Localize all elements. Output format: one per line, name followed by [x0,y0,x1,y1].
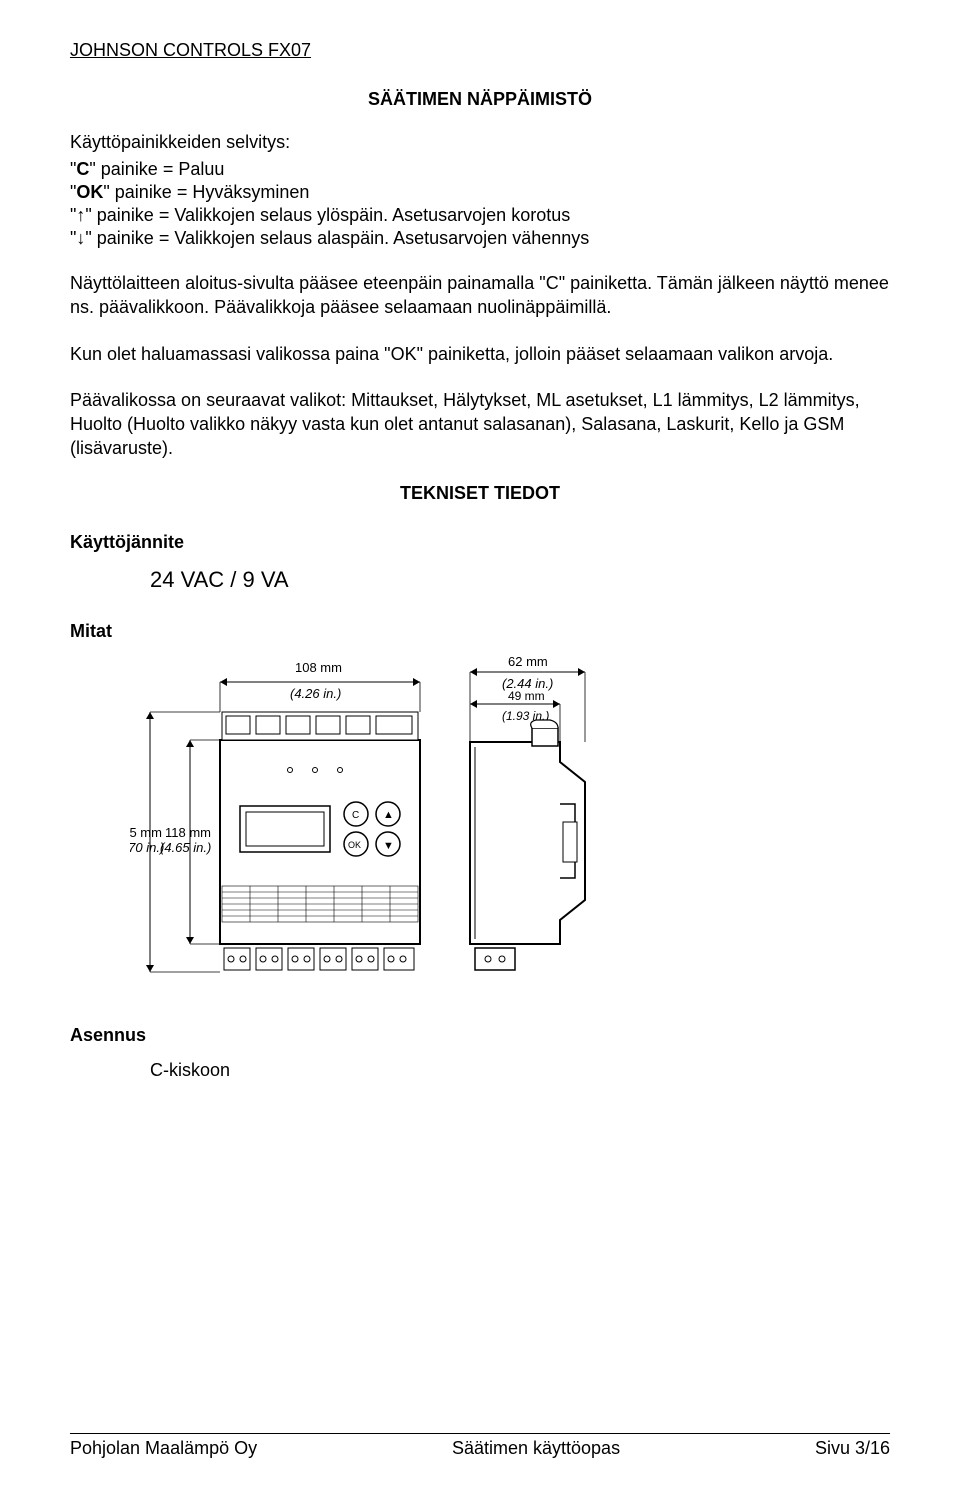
section-title-keypad: SÄÄTIMEN NÄPPÄIMISTÖ [70,89,890,110]
key-line-3: "↓" painike = Valikkojen selaus alaspäin… [70,228,890,249]
page-header: JOHNSON CONTROLS FX07 [70,40,890,61]
key-line-1: "OK" painike = Hyväksyminen [70,182,890,203]
dim-width-mm: 108 mm [295,660,342,675]
button-up-label: ▲ [383,809,394,821]
paragraph-3: Päävalikossa on seuraavat valikot: Mitta… [70,388,890,461]
dim-side-inner-mm: 49 mm [508,689,545,703]
paragraph-2: Kun olet haluamassasi valikossa paina "O… [70,342,890,366]
button-ok-label: OK [348,840,361,850]
button-c-label: C [352,810,359,821]
key-line-2: "↑" painike = Valikkojen selaus ylöspäin… [70,205,890,226]
footer-right: Sivu 3/16 [815,1438,890,1459]
section-title-tech: TEKNISET TIEDOT [70,483,890,504]
dimensions-label: Mitat [70,621,890,642]
mounting-label: Asennus [70,1025,890,1046]
dimensions-diagram: 108 mm (4.26 in.) 145 mm (5.70 in.) 118 … [130,652,890,997]
intro-text: Käyttöpainikkeiden selvitys: [70,132,890,153]
dim-inner-h-mm: 118 mm [165,825,211,840]
voltage-value: 24 VAC / 9 VA [150,567,890,593]
key-line-0: "C" painike = Paluu [70,159,890,180]
page-footer: Pohjolan Maalämpö Oy Säätimen käyttöopas… [70,1433,890,1459]
paragraph-1: Näyttölaitteen aloitus-sivulta pääsee et… [70,271,890,320]
voltage-label: Käyttöjännite [70,532,890,553]
dim-outer-h-mm: 145 mm [130,825,162,840]
dim-inner-h-in: (4.65 in.) [160,840,211,855]
mounting-value: C-kiskoon [150,1060,890,1081]
dim-side-top-mm: 62 mm [508,654,548,669]
footer-left: Pohjolan Maalämpö Oy [70,1438,257,1459]
dim-width-in: (4.26 in.) [290,686,341,701]
button-down-label: ▼ [383,840,394,852]
footer-center: Säätimen käyttöopas [452,1438,620,1459]
